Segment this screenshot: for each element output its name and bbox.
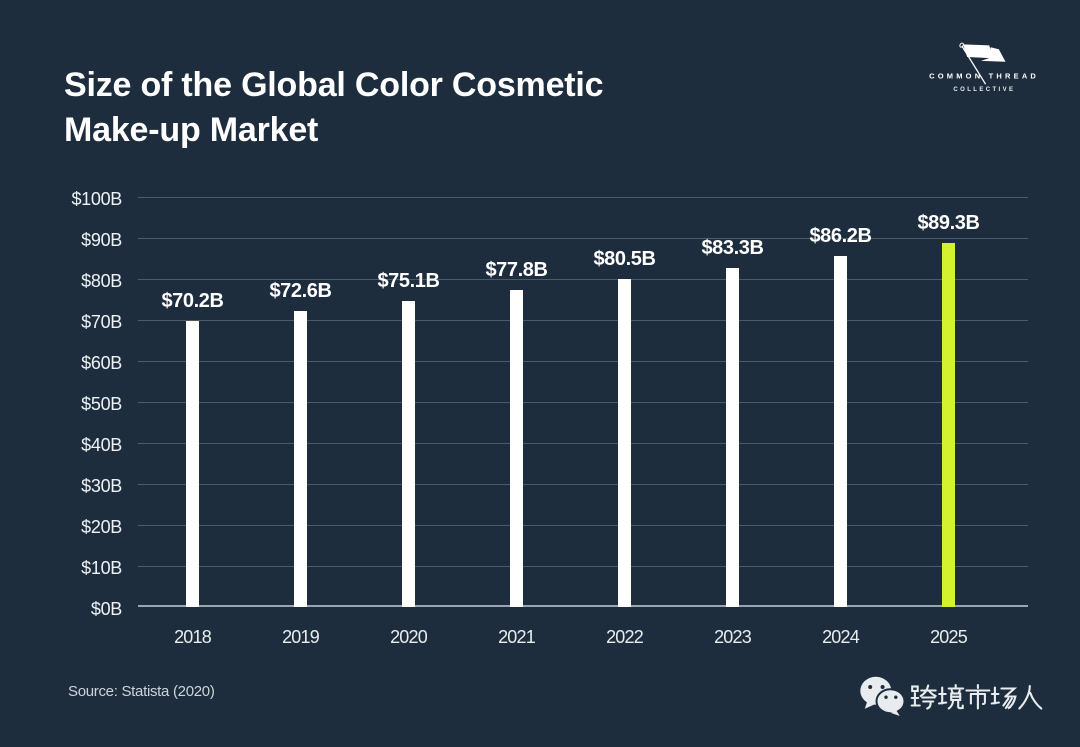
svg-text:COMMON THREAD: COMMON THREAD bbox=[929, 71, 1039, 80]
svg-text:COLLECTIVE: COLLECTIVE bbox=[953, 87, 1015, 93]
